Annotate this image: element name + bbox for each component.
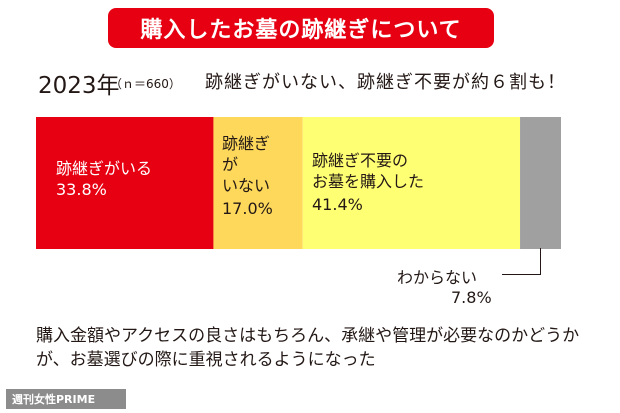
- brand-watermark: 週刊女性PRIME: [6, 389, 126, 409]
- segment-label-unknown: わからない: [397, 268, 478, 287]
- chart-headline: 跡継ぎがいない、跡継ぎ不要が約６割も！: [205, 72, 566, 93]
- survey-year: 2023年: [38, 73, 120, 99]
- segment-value-unknown: 7.8%: [451, 288, 492, 307]
- sample-size: （ｎ＝660）: [110, 77, 181, 91]
- segment-label-no-successor: 跡継ぎ が いない: [222, 134, 271, 195]
- segment-value-no-successor: 17.0%: [222, 199, 273, 218]
- segment-value-no-successor-needed: 41.4%: [312, 195, 363, 214]
- segment-value-have-successor: 33.8%: [56, 180, 107, 199]
- leader-line-horizontal: [502, 274, 541, 275]
- leader-line-vertical: [540, 248, 541, 275]
- bar-segment-unknown: [520, 117, 561, 249]
- footer-note: 購入金額やアクセスの良さはもちろん、承継や管理が必要なのかどうかが、お墓選びの際…: [36, 326, 580, 370]
- segment-label-have-successor: 跡継ぎがいる: [56, 159, 153, 178]
- chart-title: 購入したお墓の跡継ぎについて: [108, 8, 494, 48]
- segment-label-no-successor-needed: 跡継ぎ不要の お墓を購入した: [312, 151, 425, 191]
